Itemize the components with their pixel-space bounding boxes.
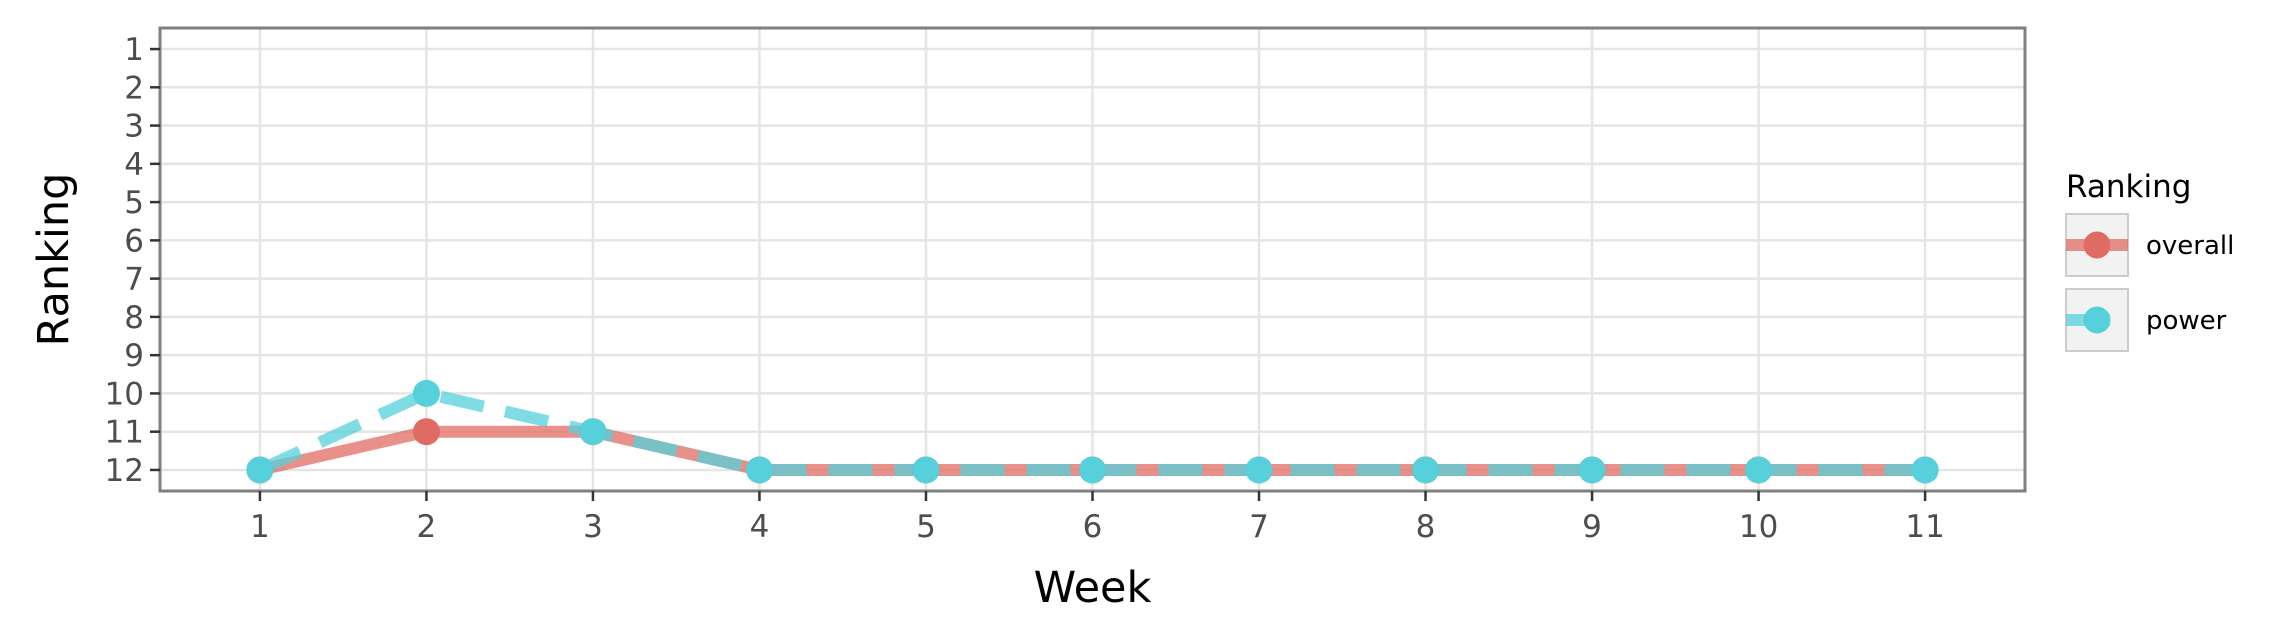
legend-point-overall: [2083, 231, 2111, 259]
y-tick-label: 11: [105, 415, 144, 451]
data-point-overall: [412, 418, 440, 446]
x-tick-label: 10: [1739, 509, 1778, 545]
x-tick-label: 6: [1083, 509, 1103, 545]
y-tick-label: 3: [124, 109, 144, 145]
data-point-power: [1412, 456, 1440, 484]
y-tick-label: 12: [105, 453, 144, 489]
data-point-power: [912, 456, 940, 484]
data-point-power: [412, 379, 440, 407]
y-tick-label: 10: [105, 376, 144, 412]
y-tick-label: 7: [124, 262, 144, 298]
x-tick-label: 3: [583, 509, 603, 545]
x-tick-label: 4: [750, 509, 770, 545]
x-axis-title: Week: [1034, 563, 1152, 613]
grid-lines: [160, 28, 2025, 491]
data-point-power: [1745, 456, 1773, 484]
y-tick-label: 4: [124, 147, 144, 183]
data-points: [246, 379, 1939, 484]
x-tick-label: 9: [1582, 509, 1602, 545]
x-tick-label: 5: [916, 509, 936, 545]
y-tick-label: 9: [124, 338, 144, 374]
y-tick-label: 8: [124, 300, 144, 336]
data-point-power: [745, 456, 773, 484]
x-axis: 1 2 3 4 5 6 7 8 9 10 11: [250, 491, 1945, 545]
x-tick-label: 1: [250, 509, 270, 545]
x-tick-label: 8: [1416, 509, 1436, 545]
legend-label-power: power: [2146, 306, 2227, 336]
y-axis-title: Ranking: [29, 173, 79, 347]
data-point-power: [1911, 456, 1939, 484]
data-point-power: [246, 456, 274, 484]
x-tick-label: 2: [417, 509, 437, 545]
legend-label-overall: overall: [2146, 231, 2234, 261]
y-tick-label: 2: [124, 70, 144, 106]
legend-point-power: [2083, 306, 2111, 334]
data-point-power: [579, 418, 607, 446]
data-point-power: [1245, 456, 1273, 484]
data-point-power: [1079, 456, 1106, 484]
y-tick-label: 5: [124, 185, 144, 221]
legend: Ranking overall power: [2065, 169, 2234, 352]
x-tick-label: 7: [1249, 509, 1269, 545]
x-tick-label: 11: [1905, 509, 1944, 545]
y-tick-label: 1: [124, 32, 144, 68]
data-point-power: [1578, 456, 1606, 484]
y-tick-label: 6: [124, 223, 144, 259]
legend-title: Ranking: [2066, 169, 2191, 205]
